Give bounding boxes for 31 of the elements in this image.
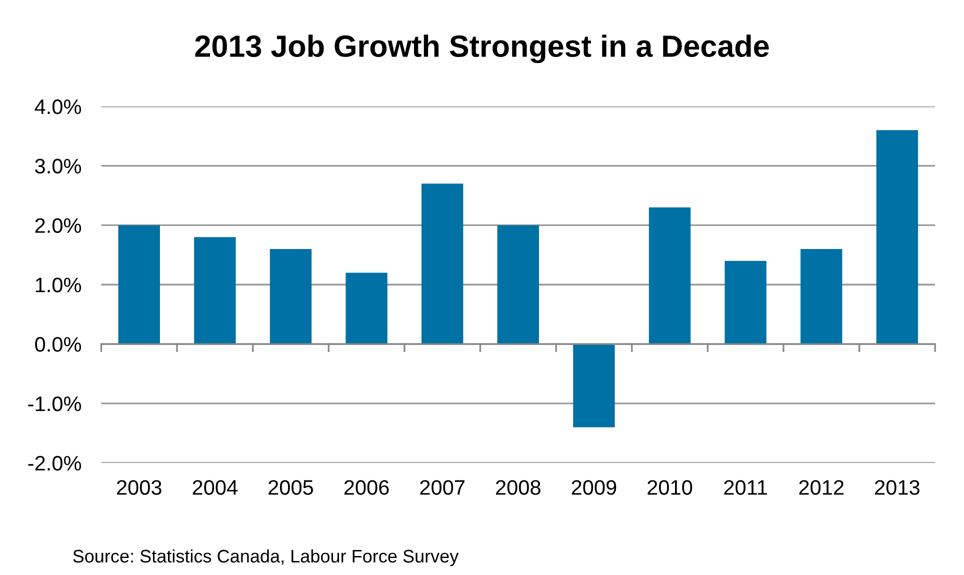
x-tick-label: 2008 [496,480,540,495]
x-tick-label: 2010 [648,480,692,495]
y-tick-label: -1.0% [28,396,82,412]
bar [724,260,766,344]
x-tick-label: 2007 [420,480,464,495]
bar [648,207,691,344]
bar [497,225,539,344]
bar [118,225,160,344]
bar [346,272,388,344]
x-tick-label: 2013 [875,480,920,495]
bar [876,130,918,344]
x-tick-label: 2006 [344,480,389,495]
chart-title: 2013 Job Growth Strongest in a Decade [195,34,769,64]
y-tick-label: 2.0% [35,218,82,233]
x-tick-label: 2011 [724,480,767,495]
x-tick-label: 2004 [192,480,238,495]
y-tick-label: 1.0% [36,278,82,292]
bar [573,344,615,428]
bar [194,237,236,344]
x-tick-label: 2012 [799,480,844,495]
bar [270,248,312,344]
y-tick-label: 3.0% [35,158,82,174]
y-tick-label: 4.0% [34,99,82,114]
bar [422,184,464,344]
x-tick-label: 2009 [572,480,616,495]
y-tick-label: 0.0% [35,337,82,352]
source-note: Source: Statistics Canada, Labour Force Survey [73,549,459,566]
x-tick-label: 2005 [268,480,314,495]
y-tick-label: -2.0% [28,456,82,471]
bar [800,248,842,344]
x-tick-label: 2003 [117,480,162,495]
